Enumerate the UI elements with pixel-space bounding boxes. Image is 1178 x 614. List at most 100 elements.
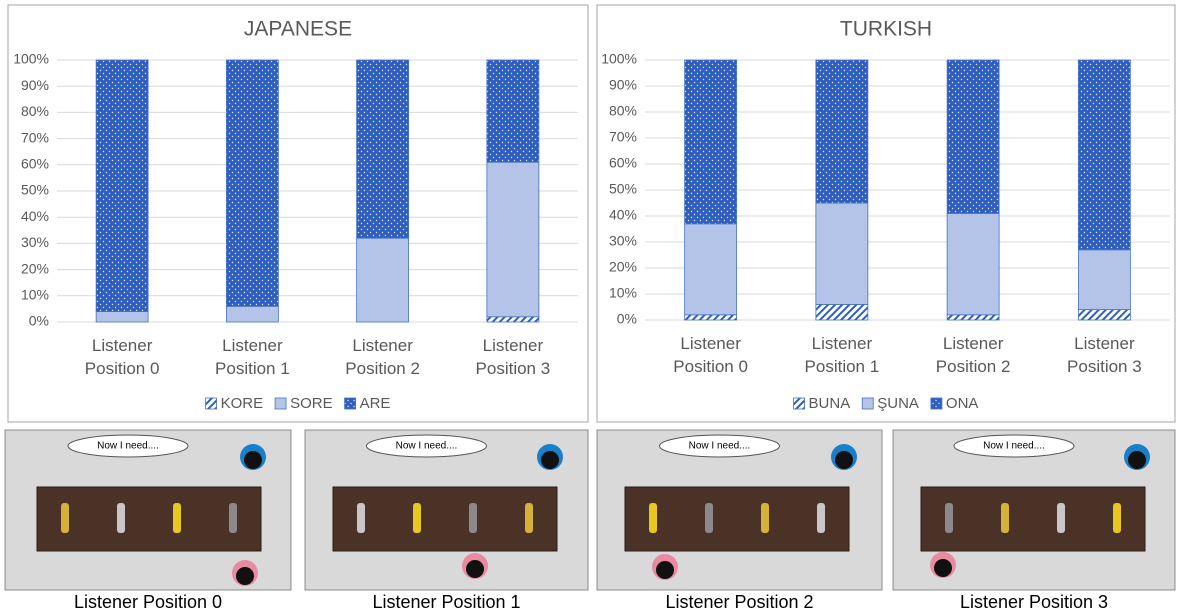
speech-bubble bbox=[953, 434, 1075, 458]
speech-bubble bbox=[366, 434, 487, 458]
y-tick-label: 100% bbox=[13, 51, 49, 67]
y-tick-label: 70% bbox=[609, 129, 637, 145]
y-tick-label: 20% bbox=[609, 259, 637, 275]
bar-segment bbox=[225, 59, 279, 307]
y-tick-label: 20% bbox=[21, 260, 49, 276]
legend-swatch bbox=[930, 397, 943, 410]
legend-label: ARE bbox=[360, 395, 391, 412]
y-tick-label: 30% bbox=[21, 234, 49, 250]
bar-segment bbox=[486, 161, 540, 318]
object-icon bbox=[117, 503, 125, 533]
bar-segment bbox=[95, 59, 149, 312]
avatar-face bbox=[466, 560, 484, 578]
y-tick-label: 30% bbox=[609, 233, 637, 249]
bar-segment bbox=[684, 314, 738, 321]
x-tick-label: Listener Position 1 bbox=[215, 336, 290, 378]
bar-segment bbox=[1077, 249, 1131, 311]
x-tick-label: Listener Position 0 bbox=[673, 334, 748, 376]
bar-segment bbox=[1077, 59, 1131, 251]
avatar-face bbox=[541, 451, 559, 469]
bar-segment bbox=[356, 237, 410, 323]
x-tick-label: Listener Position 0 bbox=[84, 336, 160, 378]
legend-label: ONA bbox=[946, 395, 979, 412]
object-icon bbox=[817, 503, 825, 533]
bar-segment bbox=[684, 223, 738, 316]
bar-segment bbox=[95, 311, 149, 323]
bar-segment bbox=[946, 212, 1000, 316]
object-icon bbox=[173, 503, 181, 533]
bar-segment bbox=[486, 59, 540, 163]
wooden-table bbox=[624, 486, 850, 552]
bar-segment bbox=[815, 59, 869, 204]
bar-segment bbox=[815, 202, 869, 305]
object-icon bbox=[1057, 503, 1065, 533]
speech-text: Now I need.... bbox=[396, 441, 458, 452]
speech-text: Now I need.... bbox=[689, 441, 751, 452]
x-tick-label: Listener Position 2 bbox=[345, 336, 420, 378]
speech-bubble bbox=[659, 434, 780, 458]
legend-label: KORE bbox=[221, 395, 264, 412]
scene-panel: Now I need.... bbox=[4, 429, 292, 591]
y-tick-label: 0% bbox=[617, 311, 637, 327]
object-icon bbox=[229, 503, 237, 533]
x-tick-label: Listener Position 2 bbox=[935, 334, 1011, 376]
y-tick-label: 50% bbox=[21, 182, 49, 198]
bar-segment bbox=[356, 59, 410, 239]
x-tick-label: Listener Position 3 bbox=[1067, 334, 1142, 376]
object-icon bbox=[525, 503, 533, 533]
y-tick-label: 60% bbox=[609, 155, 637, 171]
bar-segment bbox=[486, 316, 540, 323]
y-tick-label: 10% bbox=[21, 287, 49, 303]
chart-title: JAPANESE bbox=[244, 18, 352, 41]
legend: KORE SORE ARE bbox=[205, 395, 391, 412]
object-icon bbox=[945, 503, 953, 533]
avatar-face bbox=[244, 451, 262, 469]
bar-segment bbox=[946, 59, 1000, 214]
legend-label: ŞUNA bbox=[877, 395, 919, 412]
panel-caption: Listener Position 2 bbox=[665, 592, 814, 612]
object-icon bbox=[1113, 503, 1121, 533]
bar-segment bbox=[1077, 309, 1131, 321]
object-icon bbox=[649, 503, 657, 533]
x-tick-label: Listener Position 1 bbox=[804, 334, 880, 376]
avatar-face bbox=[236, 567, 254, 585]
wooden-table bbox=[920, 486, 1146, 552]
legend: BUNA ŞUNA ONA bbox=[793, 395, 979, 412]
y-tick-label: 80% bbox=[609, 103, 637, 119]
bar-segment bbox=[815, 303, 869, 321]
object-icon bbox=[1001, 503, 1009, 533]
avatar-face bbox=[835, 451, 853, 469]
legend-label: BUNA bbox=[809, 395, 851, 412]
y-tick-label: 70% bbox=[21, 129, 49, 145]
legend-swatch bbox=[205, 397, 217, 410]
y-tick-label: 40% bbox=[21, 208, 49, 224]
speech-bubble bbox=[67, 434, 189, 458]
bar-segment bbox=[684, 59, 738, 225]
scene-panel: Now I need.... bbox=[596, 429, 883, 591]
legend-swatch bbox=[274, 397, 287, 410]
avatar-face bbox=[1128, 451, 1146, 469]
y-tick-label: 40% bbox=[609, 207, 637, 223]
y-tick-label: 0% bbox=[29, 313, 49, 329]
bar-segment bbox=[946, 314, 1000, 321]
wooden-table bbox=[36, 486, 262, 552]
object-icon bbox=[705, 503, 713, 533]
avatar-face bbox=[656, 561, 674, 579]
wooden-table bbox=[332, 486, 558, 552]
speech-text: Now I need.... bbox=[97, 441, 159, 452]
panel-caption: Listener Position 1 bbox=[372, 592, 521, 612]
legend-label: SORE bbox=[290, 395, 333, 412]
object-icon bbox=[61, 503, 69, 533]
object-icon bbox=[761, 503, 769, 533]
avatar-face bbox=[934, 559, 952, 577]
y-tick-label: 100% bbox=[601, 51, 637, 67]
panel-caption: Listener Position 0 bbox=[73, 592, 223, 612]
chart-title: TURKISH bbox=[840, 18, 932, 41]
object-icon bbox=[357, 503, 365, 533]
panel-caption: Listener Position 3 bbox=[959, 592, 1109, 612]
x-tick-label: Listener Position 3 bbox=[475, 336, 551, 378]
y-tick-label: 60% bbox=[21, 156, 49, 172]
bar-segment bbox=[225, 305, 279, 323]
